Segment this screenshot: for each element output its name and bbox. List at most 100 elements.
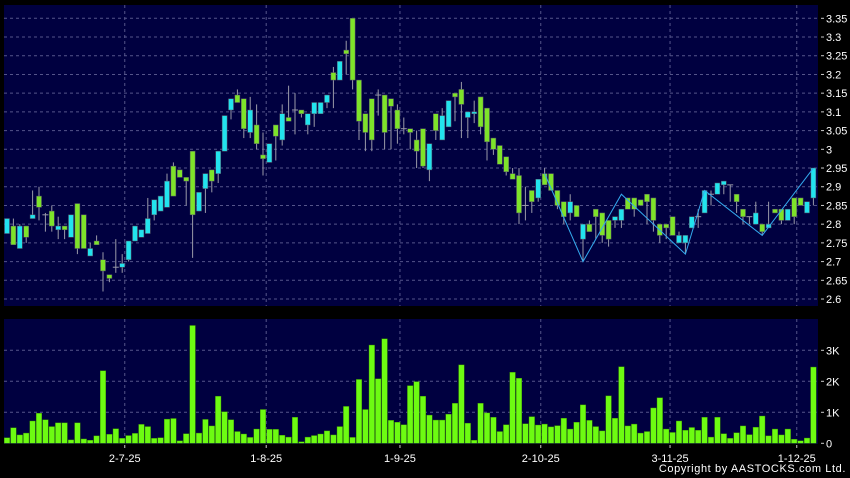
candle-body bbox=[586, 223, 593, 232]
volume-bar bbox=[624, 425, 631, 444]
volume-bar bbox=[388, 420, 395, 444]
volume-bar bbox=[458, 364, 465, 444]
volume-bar bbox=[682, 430, 689, 444]
candle bbox=[298, 109, 305, 118]
candle-body bbox=[689, 216, 695, 229]
volume-bar bbox=[752, 426, 759, 444]
candle-body bbox=[177, 169, 183, 178]
candle bbox=[202, 173, 209, 213]
candle-body bbox=[49, 210, 55, 227]
candle-body bbox=[221, 115, 228, 152]
volume-tick-label: 1K bbox=[826, 407, 840, 419]
volume-bar bbox=[61, 422, 68, 444]
candle-body bbox=[74, 203, 81, 249]
volume-bar bbox=[215, 395, 222, 444]
candle bbox=[375, 89, 382, 116]
volume-bar bbox=[317, 433, 324, 444]
candle bbox=[93, 235, 100, 246]
candle bbox=[36, 186, 42, 221]
volume-bar bbox=[464, 422, 471, 444]
volume-bar bbox=[163, 418, 170, 444]
volume-bar bbox=[3, 437, 10, 444]
candle-body bbox=[4, 218, 10, 234]
volume-bar bbox=[42, 419, 49, 444]
volume-bar bbox=[240, 433, 247, 444]
volume-bar bbox=[400, 424, 407, 444]
price-tick-label: 3.05 bbox=[826, 126, 847, 138]
volume-bar bbox=[496, 431, 503, 444]
volume-bar bbox=[55, 422, 62, 444]
candle-body bbox=[810, 167, 817, 199]
candle-body bbox=[100, 259, 106, 272]
candle bbox=[145, 197, 151, 234]
candle bbox=[650, 197, 657, 232]
candle-body bbox=[785, 208, 791, 221]
volume-bar bbox=[650, 407, 657, 444]
candle bbox=[701, 190, 708, 214]
volume-bar bbox=[36, 413, 43, 444]
volume-bar bbox=[93, 435, 100, 444]
candle-body bbox=[580, 223, 586, 240]
candle bbox=[465, 111, 471, 139]
candle-body bbox=[253, 124, 260, 144]
candle bbox=[471, 100, 477, 124]
volume-bar bbox=[784, 428, 791, 444]
candle-body bbox=[215, 150, 221, 174]
candle bbox=[177, 169, 183, 178]
candle-body bbox=[445, 100, 452, 128]
candle bbox=[292, 93, 298, 135]
price-tick-label: 3.1 bbox=[826, 107, 841, 119]
volume-bar bbox=[560, 417, 567, 444]
candle-body bbox=[682, 235, 689, 244]
candle-body bbox=[714, 182, 721, 195]
volume-bar bbox=[80, 438, 87, 444]
candle-body bbox=[209, 169, 215, 182]
volume-bar bbox=[701, 417, 708, 444]
candle bbox=[369, 98, 375, 152]
candle-body bbox=[93, 240, 100, 246]
candle-body bbox=[55, 225, 61, 231]
volume-bar bbox=[708, 436, 715, 444]
candle-body bbox=[260, 154, 266, 159]
candle bbox=[490, 137, 497, 155]
volume-bar bbox=[67, 439, 74, 444]
candle-body bbox=[477, 96, 484, 128]
volume-bar bbox=[48, 426, 55, 444]
volume-bar bbox=[183, 433, 190, 444]
candle bbox=[522, 186, 529, 221]
copyright-text: Copyright by AASTOCKS.com Ltd. bbox=[658, 463, 846, 475]
volume-bar bbox=[522, 423, 529, 444]
candle-body bbox=[753, 212, 759, 225]
price-tick-label: 2.8 bbox=[826, 219, 841, 231]
candle-body bbox=[605, 220, 612, 240]
candle-body bbox=[618, 208, 625, 221]
volume-bar bbox=[336, 426, 343, 444]
candle bbox=[753, 201, 759, 225]
candle-body bbox=[452, 92, 458, 98]
candle-body bbox=[183, 177, 189, 182]
volume-bar bbox=[548, 426, 555, 444]
volume-bar bbox=[227, 419, 234, 444]
candle-body bbox=[189, 150, 196, 216]
candle-body bbox=[164, 180, 170, 208]
volume-bar bbox=[420, 395, 427, 444]
candle-body bbox=[285, 117, 292, 122]
candle bbox=[42, 212, 49, 232]
candle-body bbox=[497, 145, 503, 165]
candle-body bbox=[17, 225, 23, 249]
volume-bar bbox=[368, 344, 375, 444]
volume-bar bbox=[797, 440, 804, 444]
volume-bar bbox=[413, 381, 420, 444]
candle-body bbox=[68, 214, 74, 238]
candle-body bbox=[535, 178, 541, 199]
candle bbox=[759, 223, 765, 236]
candle bbox=[637, 199, 644, 206]
volume-tick-label: 0 bbox=[826, 438, 832, 450]
x-tick-label: 1-8-25 bbox=[250, 453, 282, 465]
candle bbox=[721, 180, 727, 195]
candle-body bbox=[420, 128, 426, 167]
volume-bar bbox=[599, 430, 606, 444]
x-tick-label: 3-11-25 bbox=[651, 453, 688, 465]
candle bbox=[4, 218, 10, 234]
candle bbox=[497, 145, 503, 165]
